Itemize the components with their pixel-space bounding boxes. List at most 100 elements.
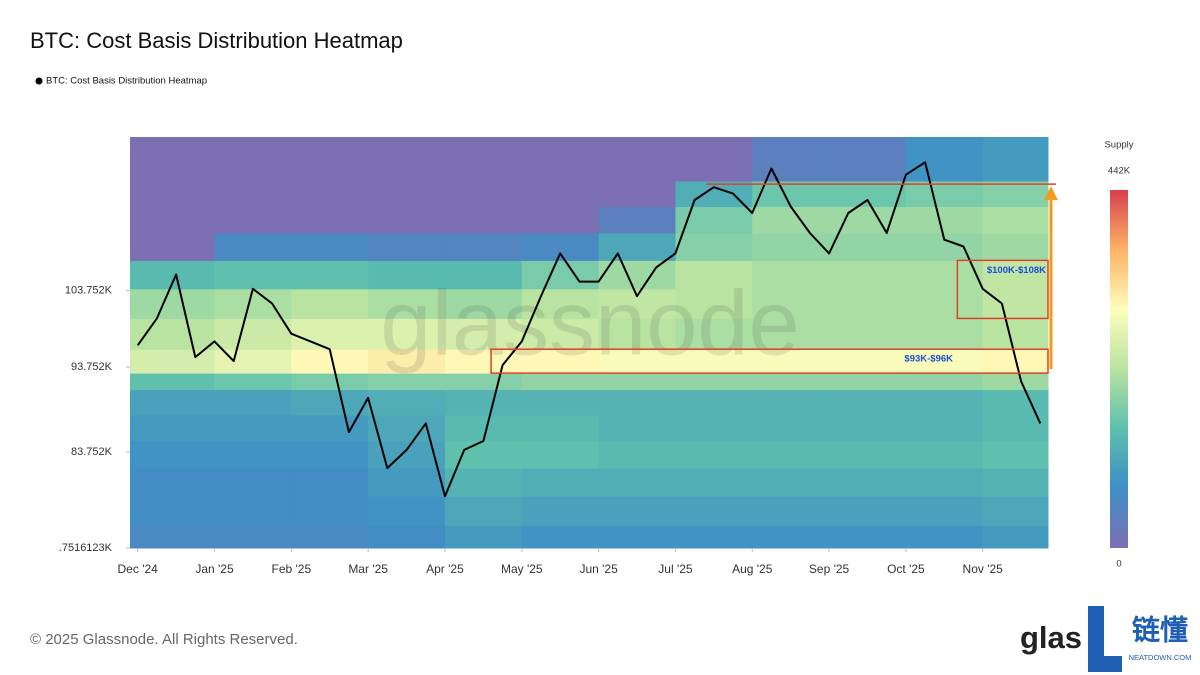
heatmap-cell [444,206,523,234]
y-tick-label: 93.752K [71,361,113,373]
heatmap-cell [675,525,753,549]
heatmap-cell [905,496,984,526]
heatmap-cell [675,318,753,350]
x-tick-label: May '25 [501,562,543,576]
heatmap-cell [444,260,523,290]
heatmap-cell [675,137,753,182]
heatmap-cell [130,180,216,208]
heatmap-cell [368,260,446,290]
heatmap-cell [214,373,292,391]
heatmap-cell [905,288,984,319]
heatmap-cell [368,496,446,526]
heatmap-cell [598,180,676,208]
heatmap-cell [982,318,1049,350]
heatmap-cell [444,288,523,319]
watermark: glassnode [380,272,799,374]
heatmap-cell [598,373,676,391]
heatmap-cell [829,468,907,497]
heatmap-cell [982,137,1049,182]
heatmap-cell [214,206,292,234]
heatmap-cell [752,206,830,234]
heatmap-cell [905,468,984,497]
heatmap-cell [130,389,216,416]
heatmap-cell [521,318,600,350]
heatmap-cell [214,525,292,549]
heatmap-cell [291,440,369,469]
heatmap-cell [752,137,830,182]
heatmap-cell [905,440,984,469]
heatmap-cell [291,468,369,497]
heatmap-cell [752,349,830,374]
heatmap-cell [905,206,984,234]
x-tick-label: Jan '25 [195,562,234,576]
heatmap-cell [368,180,446,208]
x-tick-label: Jun '25 [579,562,618,576]
heatmap-cell [444,137,523,182]
heatmap-cell [130,373,216,391]
heatmap-cell [598,468,676,497]
heatmap-cell [675,389,753,416]
heatmap-cell [444,525,523,549]
heatmap-cell [368,414,446,442]
heatmap-cell [291,373,369,391]
heatmap-cell [675,468,753,497]
heatmap-cell [675,496,753,526]
heatmap-cell [905,373,984,391]
heatmap-cell [214,440,292,469]
heatmap-cell [130,232,216,261]
heatmap-cell [829,414,907,442]
heatmap-cell [598,414,676,442]
heatmap-cell [130,288,216,319]
heatmap-cell [291,260,369,290]
heatmap-cell [829,137,907,182]
heatmap-cell [982,440,1049,469]
heatmap-cell [214,260,292,290]
heatmap-cell [214,232,292,261]
heatmap-cell [521,349,600,374]
heatmap-cell [130,414,216,442]
heatmap-cell [829,440,907,469]
heatmap-cell [291,525,369,549]
x-tick-label: Sep '25 [809,562,850,576]
heatmap-cell [368,389,446,416]
heatmap-cell [214,318,292,350]
annotation-box [490,348,1049,374]
x-tick-label: Mar '25 [348,562,388,576]
heatmap-cell [444,440,523,469]
heatmap-cell [905,525,984,549]
heatmap-cell [130,206,216,234]
heatmap-cell [368,349,446,374]
heatmap-cell [829,373,907,391]
heatmap-cell [598,389,676,416]
heatmap-cell [521,373,600,391]
plot-area [130,137,1049,549]
heatmap-cell [982,180,1049,208]
annotation-label: $100K-$108K [987,265,1046,276]
heatmap-cell [598,137,676,182]
heatmap-cell [368,137,446,182]
heatmap-cell [598,260,676,290]
heatmap-cell [214,468,292,497]
heatmap-cell [982,373,1049,391]
heatmap-cell [521,232,600,261]
heatmap-cell [598,206,676,234]
heatmap-cell [291,288,369,319]
heatmap-cell [982,260,1049,290]
heatmap-cell [982,389,1049,416]
heatmap-cell [444,496,523,526]
heatmap-cell [675,414,753,442]
heatmap-cell [368,288,446,319]
heatmap-cell [130,137,216,182]
heatmap-cell [214,288,292,319]
heatmap-cell [214,414,292,442]
heatmap-cell [905,137,984,182]
y-tick-label: 103.752K [65,285,113,297]
heatmap-cell [905,318,984,350]
heatmap-cell [130,525,216,549]
colorbar [1110,190,1128,548]
heatmap-cell [829,288,907,319]
price-line [136,161,1042,498]
heatmap-cell [675,288,753,319]
heatmap-cell [598,318,676,350]
